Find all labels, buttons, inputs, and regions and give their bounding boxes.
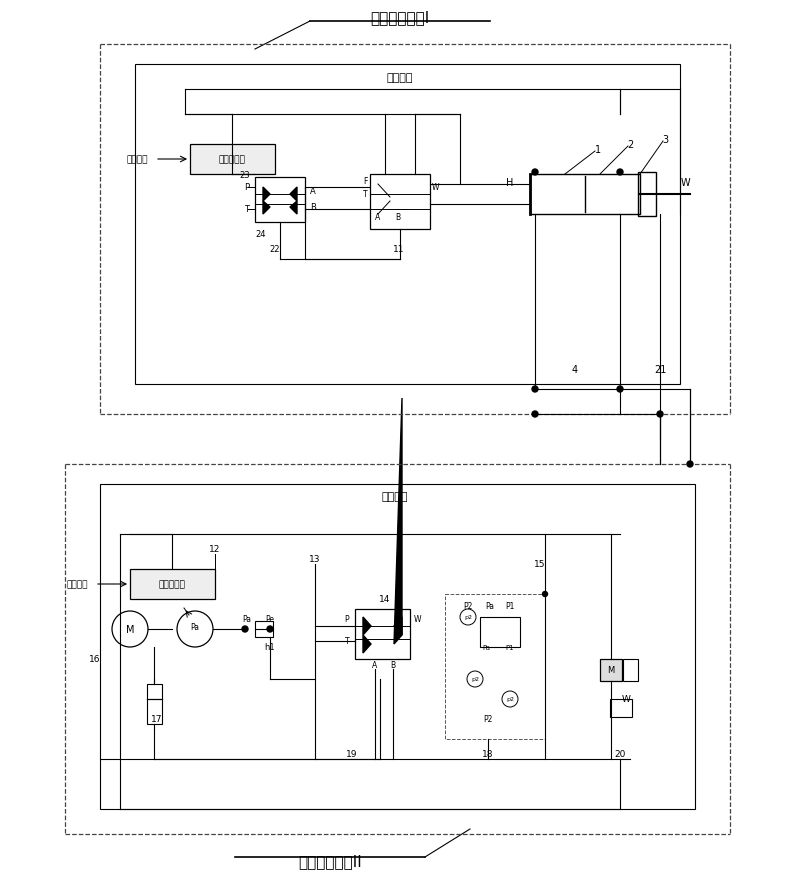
Text: F: F [363,177,367,186]
Text: 12: 12 [210,545,221,554]
Text: W: W [680,178,690,188]
Polygon shape [363,617,371,636]
Bar [190,145,275,175]
Text: T: T [345,637,350,645]
Text: Pa: Pa [190,623,199,632]
Bar [355,609,410,659]
Circle shape [242,626,248,632]
Text: P1: P1 [506,644,514,651]
Text: 11: 11 [394,245,405,255]
Text: Pe: Pe [266,615,274,623]
Text: P: P [245,184,250,192]
Text: 输入指令: 输入指令 [126,155,148,164]
Text: 23: 23 [240,170,250,179]
Text: Pa: Pa [242,615,251,623]
Text: 22: 22 [270,245,280,255]
Text: 1: 1 [595,145,601,155]
Text: p2: p2 [464,615,472,620]
Text: B: B [395,213,401,222]
Text: P: P [345,615,350,623]
Text: 第一控制器: 第一控制器 [218,155,246,164]
Bar [370,175,430,230]
Polygon shape [290,188,297,202]
Bar [623,659,638,681]
Text: 13: 13 [310,555,321,564]
Text: 4: 4 [572,364,578,375]
Polygon shape [290,202,297,215]
Text: h1: h1 [265,643,275,651]
Text: 19: 19 [346,750,358,759]
Text: 第二控制器: 第二控制器 [158,579,186,589]
Text: 3: 3 [662,135,668,145]
Text: 20: 20 [614,750,626,759]
Circle shape [617,386,623,392]
Polygon shape [263,188,270,202]
Bar [530,175,640,215]
Bar [135,65,680,385]
Circle shape [532,169,538,176]
Text: Pa: Pa [486,601,494,611]
Circle shape [687,462,693,467]
Text: 液压控制系统II: 液压控制系统II [298,853,362,868]
Text: T: T [362,191,367,199]
Bar [638,173,656,217]
Circle shape [617,169,623,176]
Text: M: M [126,624,134,634]
Text: T: T [245,205,250,214]
Circle shape [267,626,273,632]
Text: W: W [431,184,438,192]
Circle shape [532,386,538,392]
Text: 15: 15 [534,560,546,569]
Text: Pa: Pa [482,644,490,651]
Bar [147,684,162,724]
Text: A: A [372,661,378,670]
Circle shape [532,412,538,418]
Text: 18: 18 [482,750,494,759]
Text: H: H [506,178,514,188]
Circle shape [657,412,663,418]
Text: 14: 14 [379,594,390,604]
Text: 液压控制系统I: 液压控制系统I [370,11,430,25]
Text: 16: 16 [90,655,101,664]
Text: W: W [414,615,422,623]
Polygon shape [394,617,402,636]
Circle shape [542,592,547,597]
Text: P2: P2 [483,715,493,723]
Text: P1: P1 [506,601,514,611]
Text: p2: p2 [506,697,514,702]
Text: 24: 24 [255,230,266,239]
Text: A: A [310,187,316,197]
Polygon shape [394,399,402,644]
Bar [130,569,215,600]
Text: 输入指令: 输入指令 [66,579,88,589]
Text: W: W [622,694,630,703]
Bar [255,622,273,637]
Text: B: B [390,661,395,670]
Text: B: B [310,204,316,212]
Text: M: M [607,666,614,674]
Text: A: A [375,213,381,222]
Bar [445,594,545,739]
Text: 17: 17 [151,715,162,723]
Polygon shape [363,636,371,653]
Text: P2: P2 [463,601,473,611]
Text: 2: 2 [627,140,633,150]
Bar [480,617,520,647]
Bar [610,699,632,717]
Text: 21: 21 [654,364,666,375]
Polygon shape [263,202,270,215]
Text: p2: p2 [471,677,479,681]
Bar [600,659,622,681]
Text: 位移反馈: 位移反馈 [382,492,408,501]
Bar [100,485,695,810]
Bar [255,178,305,223]
Text: 位移反馈: 位移反馈 [386,73,414,83]
